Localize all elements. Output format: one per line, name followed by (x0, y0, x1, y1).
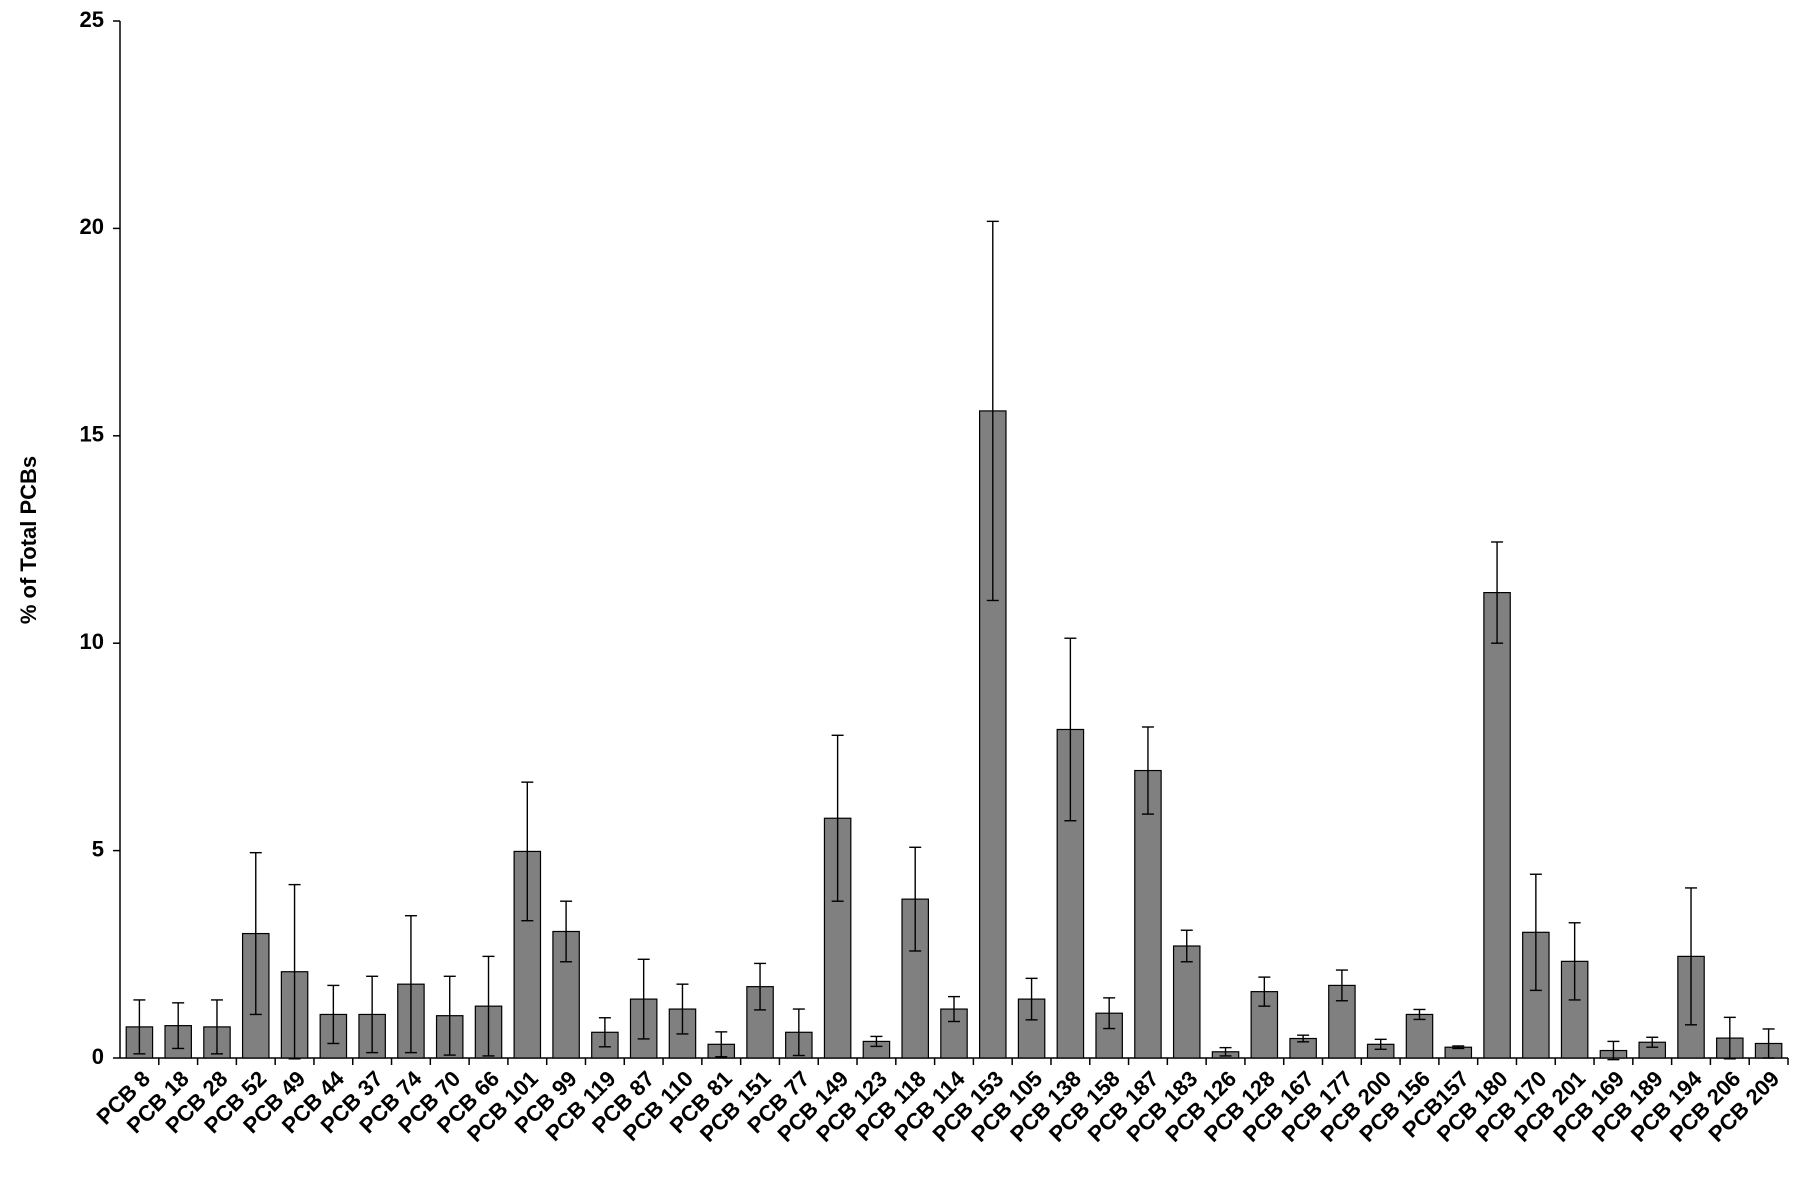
error-bar (948, 995, 960, 1023)
error-bar (560, 900, 573, 963)
error-bar (1723, 1016, 1736, 1060)
error-bar (1103, 997, 1116, 1030)
error-bar (1762, 1028, 1775, 1059)
y-tick-label: 15 (80, 422, 104, 447)
error-bar (172, 1002, 185, 1050)
error-bar (1374, 1038, 1387, 1050)
error-bar (1568, 922, 1581, 1001)
y-tick-label: 20 (80, 214, 104, 239)
error-bar (443, 975, 456, 1056)
error-bar (1607, 1040, 1620, 1061)
error-bar (909, 846, 922, 952)
y-tick-label: 0 (92, 1044, 104, 1069)
error-bar (404, 915, 417, 1054)
error-bar (1141, 726, 1154, 815)
error-bar (986, 220, 999, 602)
error-bar (210, 999, 223, 1055)
error-bar (1180, 929, 1193, 963)
error-bar (676, 983, 689, 1035)
bar (1172, 945, 1201, 1059)
error-bar (1529, 873, 1542, 992)
error-bar (327, 984, 340, 1045)
y-axis-label: % of Total PCBs (16, 456, 41, 624)
error-bar (831, 734, 844, 902)
y-tick-label: 5 (92, 836, 104, 861)
error-bar (1646, 1036, 1659, 1048)
error-bar (870, 1035, 883, 1048)
error-bar (1297, 1034, 1310, 1043)
error-bar (521, 781, 534, 922)
error-bar (288, 883, 301, 1060)
error-bar (715, 1031, 728, 1058)
error-bar (754, 962, 767, 1011)
y-tick-label: 25 (80, 7, 104, 32)
error-bar (249, 851, 262, 1016)
error-bar (1064, 637, 1077, 822)
bar (1134, 769, 1162, 1059)
error-bar (1685, 887, 1698, 1026)
error-bar (366, 975, 379, 1054)
error-bar (1025, 977, 1038, 1021)
error-bar (1219, 1046, 1232, 1057)
error-bar (1413, 1008, 1426, 1021)
bar (1483, 591, 1511, 1059)
bar (1405, 1013, 1434, 1059)
y-tick-label: 10 (80, 629, 104, 654)
error-bar (637, 958, 650, 1040)
error-bar (1335, 969, 1348, 1002)
error-bar (598, 1017, 611, 1048)
error-bar (482, 955, 495, 1057)
error-bar (133, 999, 146, 1055)
error-bar (1452, 1045, 1465, 1050)
error-bar (1491, 541, 1504, 644)
error-bar (792, 1008, 805, 1057)
error-bar (1258, 976, 1271, 1007)
